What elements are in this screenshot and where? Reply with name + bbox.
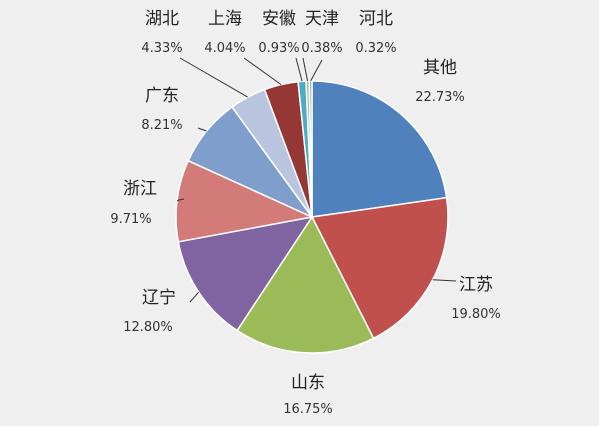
leader-lines (176, 57, 457, 303)
slice-percent-label: 16.75% (283, 402, 333, 417)
slice-percent-label: 0.93% (258, 41, 299, 56)
pie-slice-1 (311, 80, 448, 218)
slice-labels: 其他 22.73% 江苏 19.80% 山东 16.75% 辽宁 12.80% 浙江 9.71% 广… (110, 9, 500, 417)
slice-percent-label: 22.73% (415, 90, 465, 105)
slice-category-label: 辽宁 (142, 288, 176, 308)
slice-category-label: 上海 (208, 9, 242, 29)
leader-line-11 (310, 59, 323, 82)
slice-percent-label: 8.21% (141, 118, 182, 133)
slice-percent-label: 4.33% (141, 41, 182, 56)
leader-line-5 (176, 198, 185, 201)
slice-category-label: 山东 (291, 373, 325, 393)
slice-category-label: 江苏 (459, 275, 493, 295)
slice-category-label: 安徽 (262, 9, 296, 29)
leader-line-4 (189, 291, 200, 303)
leader-line-7 (179, 57, 248, 98)
slice-percent-label: 19.80% (451, 307, 501, 322)
slice-category-label: 河北 (359, 9, 393, 29)
slice-category-label: 天津 (305, 9, 339, 29)
pie-slice-3 (236, 215, 375, 354)
leader-line-8 (243, 57, 282, 86)
leader-line-2 (432, 279, 457, 282)
slice-category-label: 湖北 (145, 9, 179, 29)
leader-line-9 (295, 57, 303, 82)
leader-line-10 (302, 57, 309, 82)
slice-percent-label: 4.04% (204, 41, 245, 56)
slice-category-label: 其他 (423, 58, 457, 78)
slice-category-label: 浙江 (123, 179, 157, 199)
slice-percent-label: 12.80% (123, 320, 173, 335)
slice-category-label: 广东 (145, 86, 179, 106)
slice-percent-label: 9.71% (110, 212, 151, 227)
leader-line-6 (197, 127, 207, 132)
slice-percent-label: 0.32% (355, 41, 396, 56)
pie-slices (175, 80, 449, 354)
slice-percent-label: 0.38% (301, 41, 342, 56)
pie-slice-2 (310, 196, 449, 340)
